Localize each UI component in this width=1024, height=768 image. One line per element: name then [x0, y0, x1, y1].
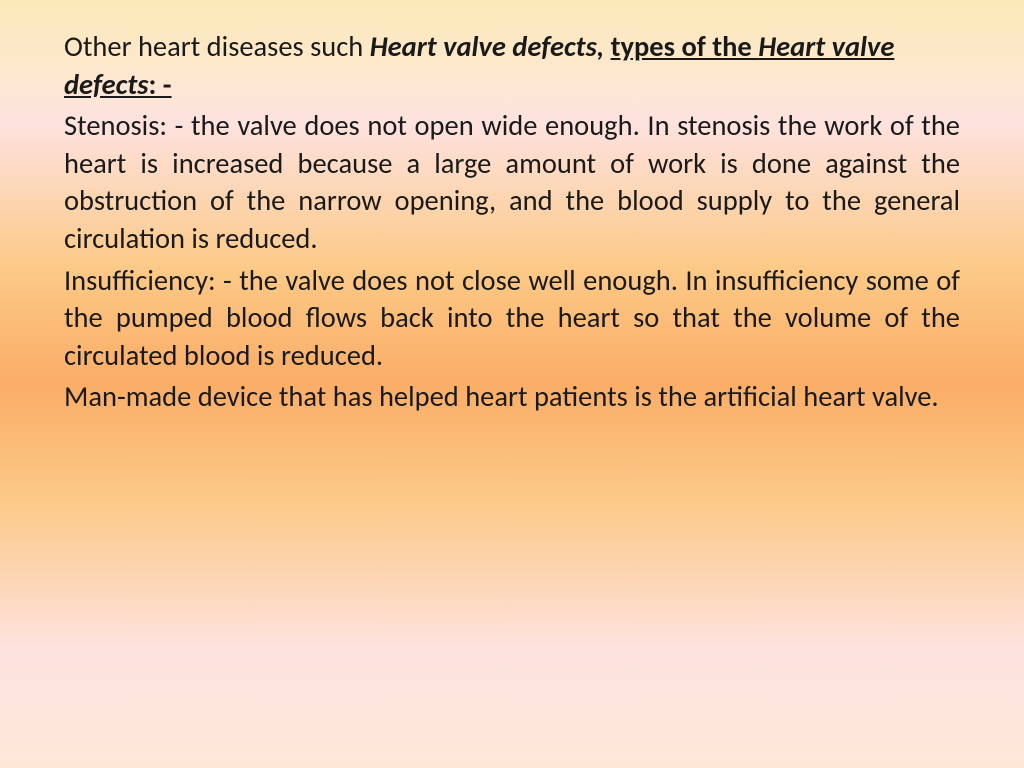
slide-content: Other heart diseases such Heart valve de… — [64, 28, 960, 416]
heading-term-1: Heart valve defects, — [370, 29, 604, 64]
slide: Other heart diseases such Heart valve de… — [0, 0, 1024, 768]
heading-types-prefix: types of the — [611, 29, 759, 64]
paragraph-insufficiency: Insufficiency: - the valve does not clos… — [64, 262, 960, 375]
paragraph-stenosis: Stenosis: - the valve does not open wide… — [64, 107, 960, 257]
heading: Other heart diseases such Heart valve de… — [64, 28, 960, 103]
paragraph-device: Man-made device that has helped heart pa… — [64, 378, 960, 416]
heading-intro: Other heart diseases such — [64, 29, 370, 64]
heading-suffix: : - — [149, 67, 172, 102]
